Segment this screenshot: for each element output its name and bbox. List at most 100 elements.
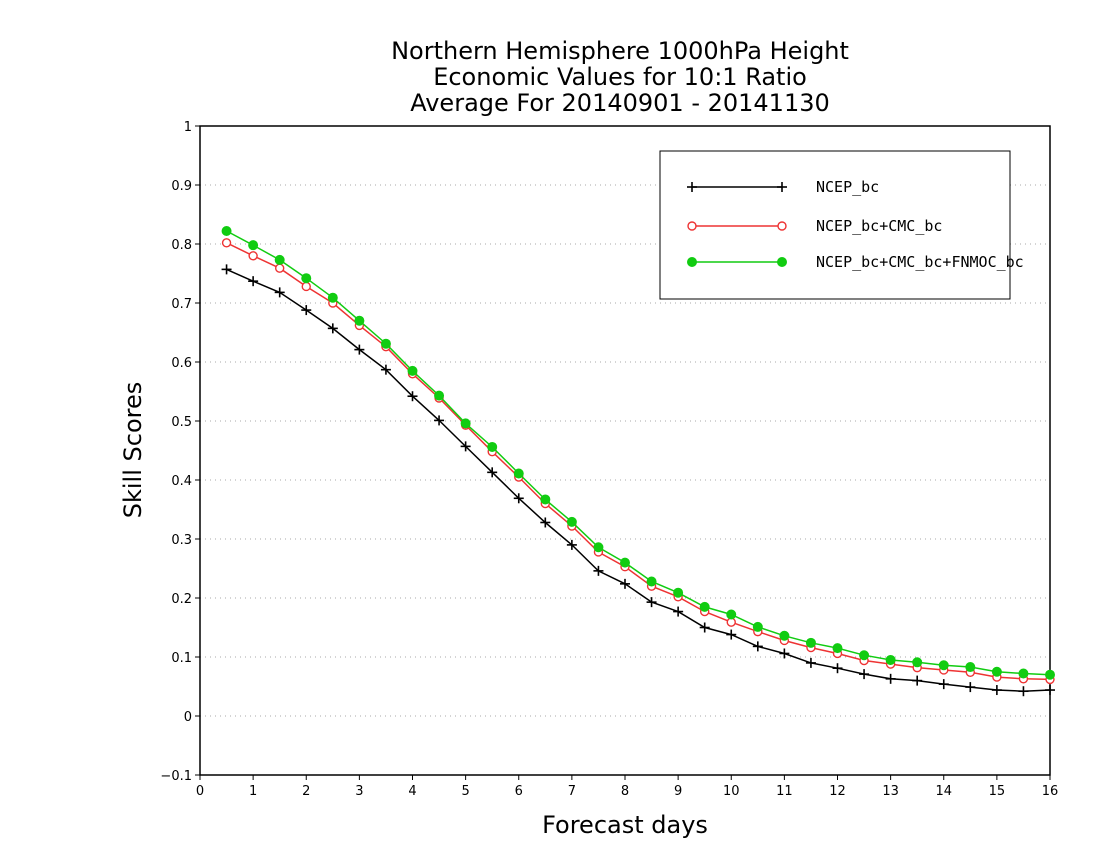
data-point xyxy=(1045,669,1055,680)
y-tick-label: 0.9 xyxy=(171,179,192,194)
x-tick-label: 13 xyxy=(882,784,899,799)
data-point xyxy=(620,557,630,568)
data-point xyxy=(699,622,710,633)
data-point xyxy=(646,576,657,587)
x-tick-label: 16 xyxy=(1042,784,1059,799)
title-line-1: Northern Hemisphere 1000hPa Height xyxy=(391,37,849,65)
data-point xyxy=(566,516,577,527)
data-point xyxy=(301,281,311,292)
data-point xyxy=(248,240,259,251)
data-point xyxy=(1018,686,1029,697)
data-point xyxy=(752,621,763,632)
x-tick-label: 9 xyxy=(674,784,682,799)
y-tick-label: 0.5 xyxy=(171,415,192,430)
y-tick-label: 0.4 xyxy=(171,474,192,489)
data-point xyxy=(354,344,365,355)
data-point xyxy=(540,494,551,505)
data-point xyxy=(646,597,657,608)
title-line-3: Average For 20140901 - 20141130 xyxy=(410,89,830,117)
data-point xyxy=(938,660,949,671)
data-point xyxy=(726,629,737,640)
y-tick-label: −0.1 xyxy=(160,769,192,784)
data-point xyxy=(221,238,232,248)
data-point xyxy=(673,587,684,598)
data-point xyxy=(991,685,1002,696)
x-tick-label: 8 xyxy=(621,784,629,799)
data-point xyxy=(274,263,285,273)
data-point xyxy=(859,669,870,680)
data-point xyxy=(274,287,285,298)
legend-marker xyxy=(777,221,787,231)
data-point xyxy=(885,673,896,684)
legend-box xyxy=(659,150,1011,300)
legend-label: NCEP_bc+CMC_bc+FNMOC_bc xyxy=(816,253,1024,271)
legend-label: NCEP_bc+CMC_bc xyxy=(816,217,942,235)
data-point xyxy=(699,601,710,612)
y-tick-label: 0.8 xyxy=(171,238,192,253)
data-point xyxy=(805,637,816,648)
legend-marker xyxy=(687,257,697,267)
x-tick-label: 7 xyxy=(568,784,576,799)
data-point xyxy=(566,539,577,550)
x-tick-label: 15 xyxy=(989,784,1006,799)
data-point xyxy=(354,315,365,326)
x-tick-label: 6 xyxy=(515,784,523,799)
data-point xyxy=(248,251,258,261)
data-point xyxy=(487,441,498,452)
y-tick-label: 0.7 xyxy=(171,297,192,312)
data-point xyxy=(274,254,285,265)
data-point xyxy=(1045,685,1055,696)
data-point xyxy=(593,542,604,553)
data-point xyxy=(1018,668,1029,679)
legend-marker xyxy=(687,221,697,231)
data-point xyxy=(832,663,843,674)
data-point xyxy=(593,565,604,576)
data-point xyxy=(965,682,976,693)
data-point xyxy=(487,467,498,478)
y-tick-label: 1 xyxy=(184,120,192,135)
data-point xyxy=(620,578,630,589)
x-tick-label: 10 xyxy=(723,784,740,799)
y-tick-label: 0.6 xyxy=(171,356,192,371)
data-point xyxy=(726,609,737,620)
data-point xyxy=(513,468,524,479)
series-3 xyxy=(221,226,1055,680)
gridlines xyxy=(200,184,1050,717)
x-axis-label: Forecast days xyxy=(542,811,708,839)
data-point xyxy=(221,226,232,237)
data-point xyxy=(938,679,949,690)
data-point xyxy=(912,675,923,686)
data-point xyxy=(301,273,312,284)
data-point xyxy=(460,418,471,429)
chart-title: Northern Hemisphere 1000hPa HeightEconom… xyxy=(391,37,849,117)
data-point xyxy=(301,305,312,316)
data-point xyxy=(885,654,896,665)
y-tick-label: 0 xyxy=(184,710,192,725)
title-line-2: Economic Values for 10:1 Ratio xyxy=(433,63,807,91)
y-tick-label: 0.2 xyxy=(171,592,192,607)
y-tick-label: 0.1 xyxy=(171,651,192,666)
data-point xyxy=(327,292,338,303)
legend: NCEP_bc NCEP_bc+CMC_bc NCEP_bc+CMC_bc+FNMO… xyxy=(659,150,1024,300)
data-point xyxy=(407,365,418,376)
y-axis-label: Skill Scores xyxy=(119,382,147,519)
data-point xyxy=(407,391,418,402)
x-tick-label: 1 xyxy=(249,784,257,799)
x-tick-label: 0 xyxy=(196,784,204,799)
x-tick-label: 3 xyxy=(355,784,363,799)
data-point xyxy=(248,276,259,287)
data-point xyxy=(779,648,790,659)
data-point xyxy=(380,338,391,349)
series-line xyxy=(226,242,1051,681)
data-point xyxy=(513,493,524,504)
data-point xyxy=(805,657,816,668)
data-point xyxy=(912,657,923,668)
x-tick-label: 4 xyxy=(408,784,416,799)
data-point xyxy=(779,630,790,641)
data-point xyxy=(540,517,551,528)
data-point xyxy=(380,364,391,375)
data-point xyxy=(673,606,684,617)
data-point xyxy=(859,650,870,661)
data-point xyxy=(221,264,232,275)
